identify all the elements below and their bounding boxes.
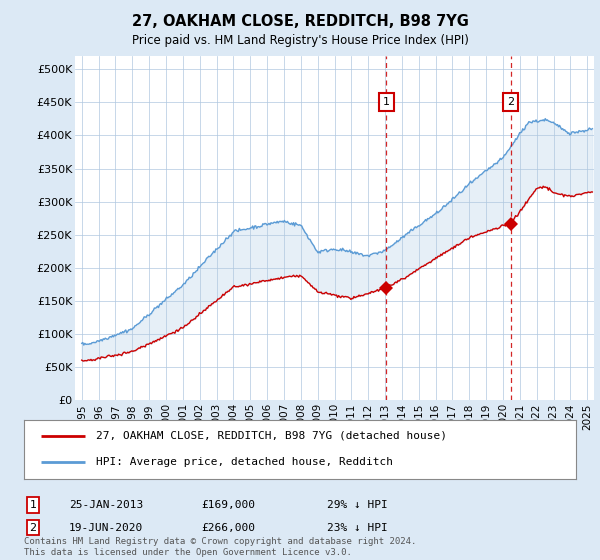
- Text: £169,000: £169,000: [201, 500, 255, 510]
- Text: 19-JUN-2020: 19-JUN-2020: [69, 522, 143, 533]
- Text: 25-JAN-2013: 25-JAN-2013: [69, 500, 143, 510]
- Text: Price paid vs. HM Land Registry's House Price Index (HPI): Price paid vs. HM Land Registry's House …: [131, 34, 469, 46]
- Text: 1: 1: [29, 500, 37, 510]
- Text: Contains HM Land Registry data © Crown copyright and database right 2024.
This d: Contains HM Land Registry data © Crown c…: [24, 537, 416, 557]
- Text: 27, OAKHAM CLOSE, REDDITCH, B98 7YG (detached house): 27, OAKHAM CLOSE, REDDITCH, B98 7YG (det…: [96, 431, 447, 441]
- Text: 2: 2: [508, 97, 514, 108]
- Text: £266,000: £266,000: [201, 522, 255, 533]
- Text: HPI: Average price, detached house, Redditch: HPI: Average price, detached house, Redd…: [96, 458, 393, 468]
- Text: 2: 2: [29, 522, 37, 533]
- Text: 23% ↓ HPI: 23% ↓ HPI: [327, 522, 388, 533]
- Text: 27, OAKHAM CLOSE, REDDITCH, B98 7YG: 27, OAKHAM CLOSE, REDDITCH, B98 7YG: [131, 14, 469, 29]
- Text: 1: 1: [383, 97, 390, 108]
- Text: 29% ↓ HPI: 29% ↓ HPI: [327, 500, 388, 510]
